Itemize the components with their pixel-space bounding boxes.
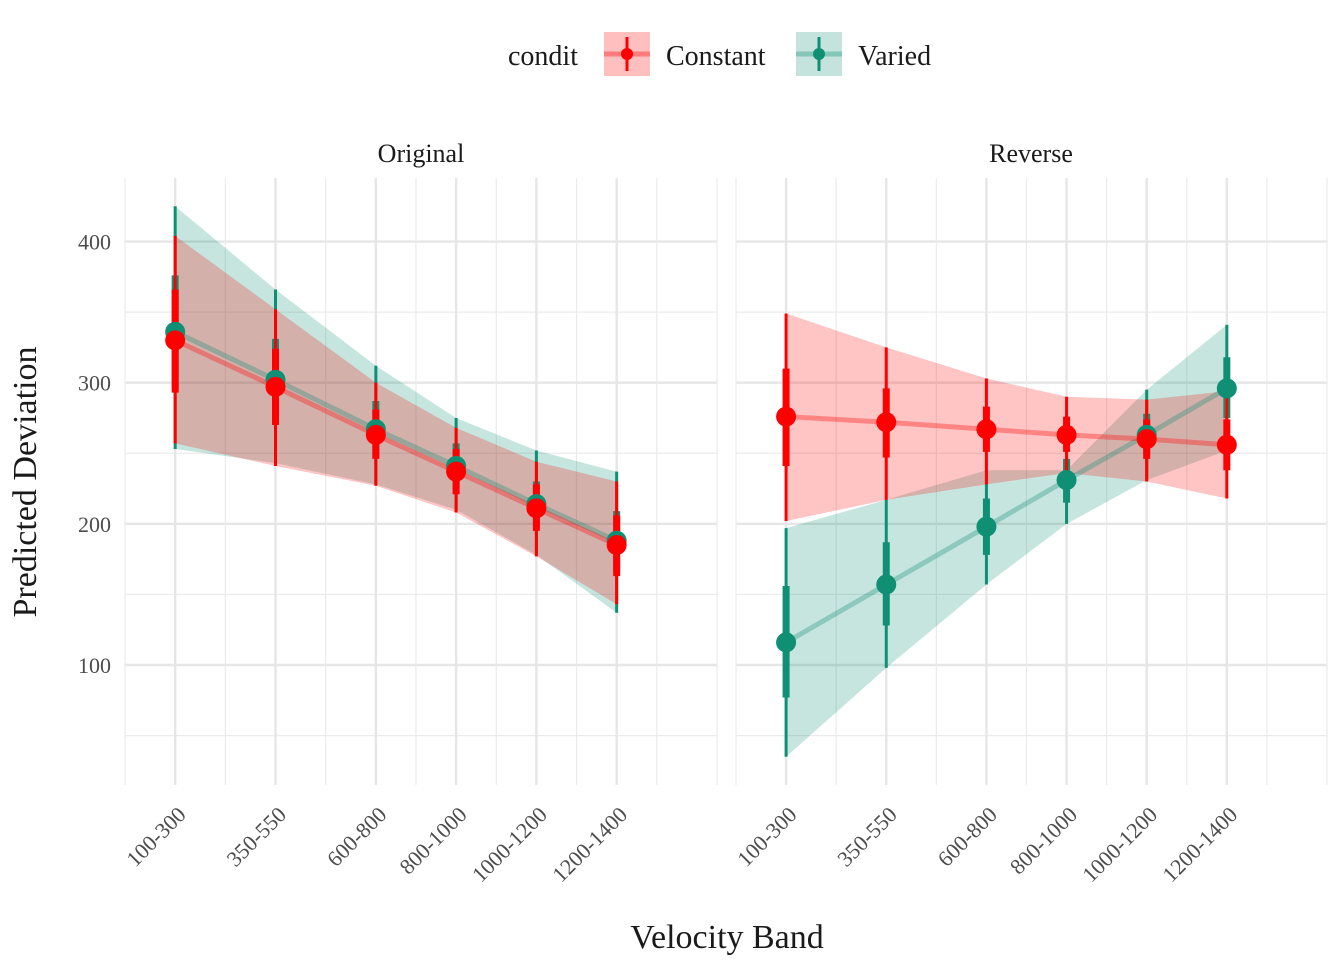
x-tick-label: 1200-1400 [1157,802,1242,887]
series-line-constant [785,414,1228,448]
series-line-constant [174,338,618,548]
legend: condit Constant Varied [508,32,931,76]
point-constant [1136,429,1157,450]
point-constant [606,535,627,556]
legend-label-varied: Varied [858,41,931,72]
point-constant [446,461,467,482]
x-axis-title: Velocity Band [630,919,824,956]
point-constant [526,498,547,519]
panel-title-original: Original [378,139,465,168]
point-constant [365,424,386,445]
x-tick-label: 600-800 [932,802,1002,872]
x-tick-label: 800-1000 [394,802,471,879]
x-tick-label: 100-300 [732,802,802,872]
panel-reverse: 100-300 350-550 600-800 800-10001000-120012… [732,178,1328,887]
y-tick-label: 200 [78,512,111,537]
point-constant [776,406,797,427]
point-varied [876,574,897,595]
x-tick-label: 1200-1400 [547,802,632,887]
point-constant [1056,424,1077,445]
point-constant [265,376,286,397]
y-axis-tick-labels: 100 200 300 400 [78,230,111,678]
x-tick-label: 350-550 [832,802,902,872]
point-constant [876,412,897,433]
point-constant [1216,434,1237,455]
x-tick-label: 1000-1200 [467,802,552,887]
panel-title-reverse: Reverse [989,139,1073,168]
panel-original: 100-300 350-550 600-800 800-10001000-120012… [121,178,718,887]
point-varied [1056,470,1077,491]
point-varied [1216,378,1237,399]
y-tick-label: 300 [78,371,111,396]
y-tick-label: 100 [78,653,111,678]
ribbon-constant [175,235,617,605]
legend-title: condit [508,41,578,72]
point-constant [165,330,186,351]
y-axis-title: Predicted Deviation [7,347,44,618]
legend-key-constant-point [621,48,633,60]
point-varied [976,516,997,537]
legend-key-varied-point [813,48,825,60]
point-varied [776,632,797,653]
ribbon-varied [786,324,1227,757]
x-tick-label: 100-300 [121,802,191,872]
x-tick-label: 350-550 [222,802,292,872]
legend-key-varied [796,32,842,76]
legend-key-constant [604,32,650,76]
ribbon-varied [175,206,617,613]
x-tick-label: 600-800 [322,802,392,872]
legend-label-constant: Constant [666,41,766,72]
x-tick-label: 800-1000 [1005,802,1082,879]
ribbon-constant [786,313,1227,522]
series-line-varied [174,329,618,544]
y-tick-label: 400 [78,230,111,255]
point-constant [976,419,997,440]
x-tick-label: 1000-1200 [1077,802,1162,887]
series-line-varied [784,386,1229,645]
